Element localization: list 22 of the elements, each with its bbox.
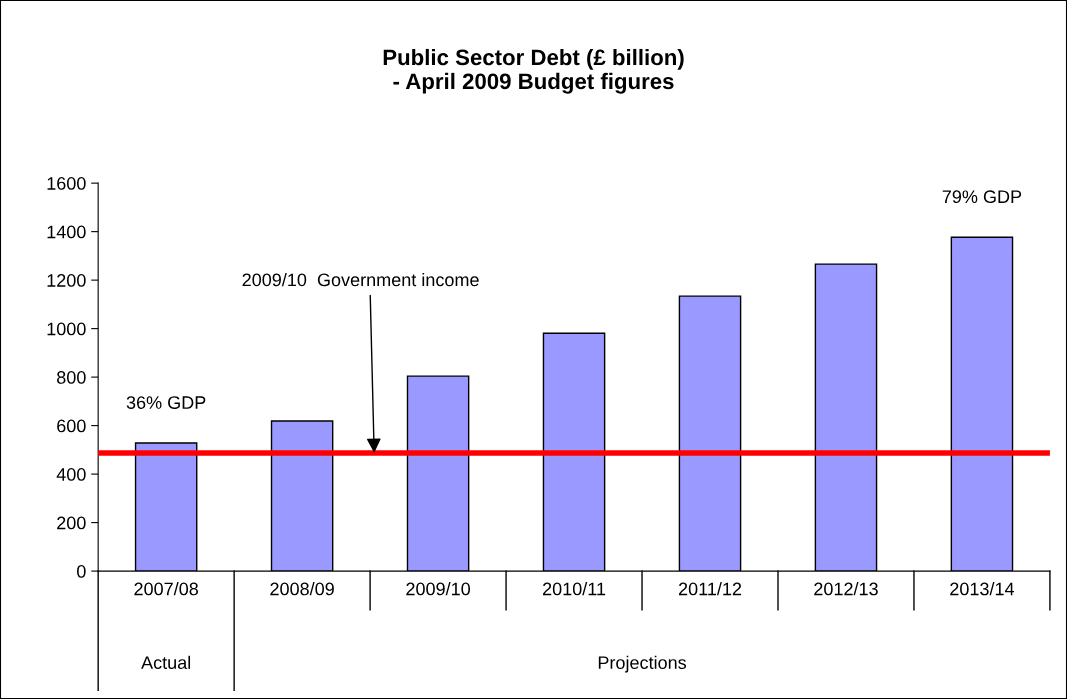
chart-title: Public Sector Debt (£ billion) - April 2009 Budget figures	[383, 48, 684, 94]
y-tick-label: 0	[77, 565, 86, 578]
y-tick-label: 200	[57, 516, 86, 530]
x-tick-label: 2013/14	[950, 582, 1015, 596]
x-tick-label: 2009/10	[406, 582, 471, 596]
x-tick-label: 2007/08	[134, 582, 198, 596]
ref-line-label: 2009/10 Government income	[242, 272, 479, 287]
y-tick-label: 1600	[47, 177, 86, 190]
x-tick-label: 2011/12	[678, 582, 742, 596]
x-tick-label: 2012/13	[814, 582, 878, 596]
annotation: 36% GDP	[126, 396, 206, 409]
text: Projections	[598, 655, 687, 673]
y-tick-label: 600	[57, 419, 86, 433]
x-tick-label: 2008/09	[270, 582, 334, 596]
x-tick-label: 2010/11	[542, 582, 606, 596]
y-tick-label: 1000	[47, 322, 86, 336]
y-tick-label: 400	[56, 468, 86, 481]
y-tick-label: 1200	[47, 274, 86, 287]
annotation: 79% GDP	[942, 190, 1022, 204]
text: Actual	[141, 655, 191, 670]
y-tick-label: 1400	[47, 225, 86, 239]
y-tick-label: 800	[57, 371, 86, 384]
